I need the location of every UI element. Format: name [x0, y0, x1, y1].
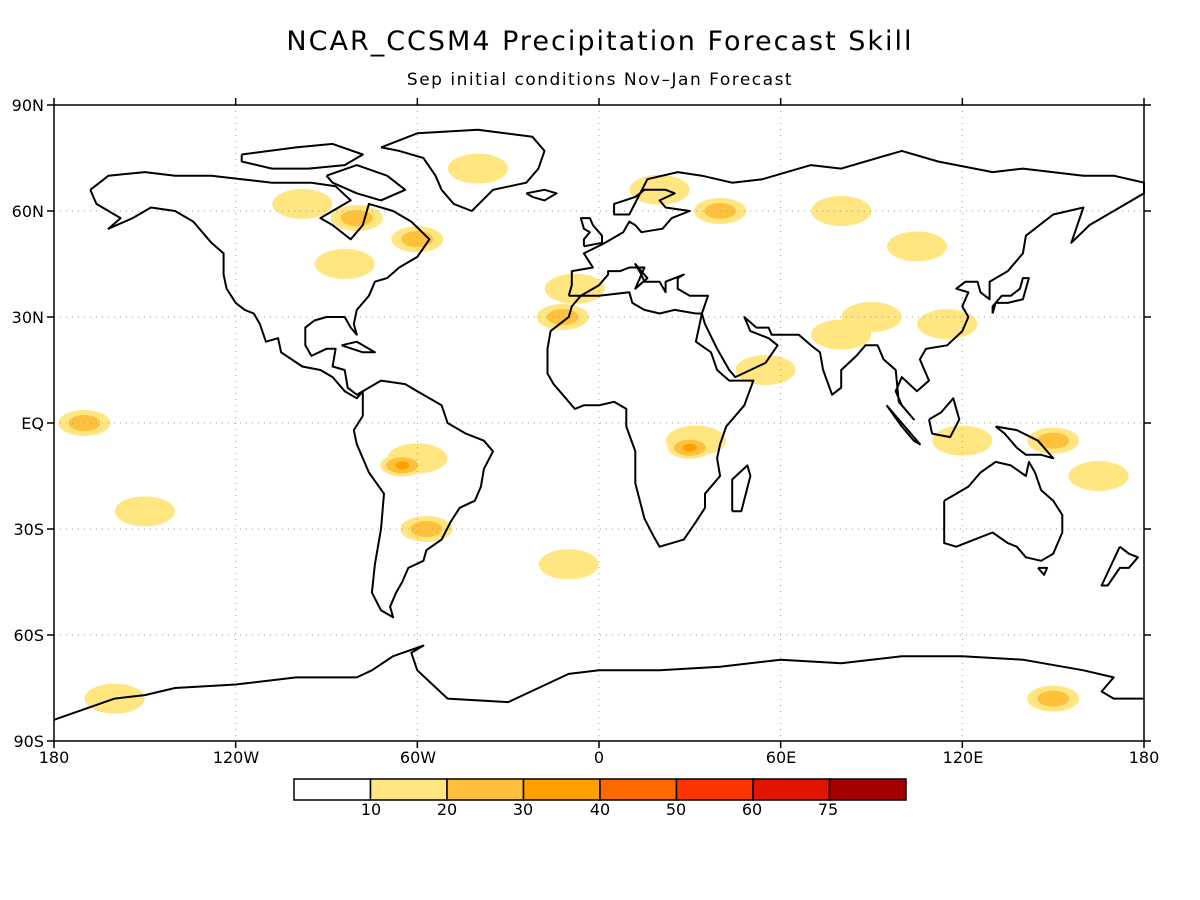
- colorbar-swatch-1: [369, 778, 448, 801]
- lon-label-60e: 60E: [765, 748, 797, 767]
- coastline-cuba: [341, 340, 376, 354]
- coastline-eurasia: [567, 149, 1145, 421]
- skill-peak-18: [395, 461, 410, 470]
- lat-label-90s: 90S: [13, 732, 44, 751]
- coastline-new-zealand: [1100, 545, 1139, 587]
- coastline-africa: [546, 291, 755, 548]
- colorbar-label-60: 60: [741, 800, 763, 819]
- coastline-greenland: [380, 128, 546, 212]
- coastline-madagascar: [731, 464, 752, 513]
- colorbar-label-30: 30: [512, 800, 534, 819]
- coastline-arctic-islands: [240, 142, 364, 170]
- graticule: [54, 105, 1144, 741]
- lat-label-60n: 60N: [11, 202, 44, 221]
- coastline-sumatra: [885, 404, 921, 446]
- colorbar-label-50: 50: [665, 800, 687, 819]
- coastline-iceland: [525, 188, 558, 202]
- colorbar-swatch-2: [446, 778, 525, 801]
- skill-core-15: [1037, 432, 1070, 449]
- skill-region-16: [1068, 461, 1129, 491]
- colorbar-swatch-6: [752, 778, 831, 801]
- coastline-north-america: [89, 171, 431, 400]
- skill-region-2: [314, 249, 375, 279]
- skill-region-0: [272, 188, 333, 219]
- skill-region-20: [538, 549, 599, 580]
- coastline-australia: [943, 460, 1064, 562]
- axis-ticks: [47, 98, 1151, 748]
- colorbar-label-10: 10: [360, 800, 382, 819]
- skill-region-27: [841, 302, 902, 332]
- colorbar-label-20: 20: [436, 800, 458, 819]
- lat-label-30s: 30S: [13, 520, 44, 539]
- colorbar: [293, 778, 907, 801]
- lon-label-180e: 180: [1128, 748, 1160, 767]
- colorbar-swatch-4: [599, 778, 678, 801]
- colorbar-label-40: 40: [589, 800, 611, 819]
- lat-label-90n: 90N: [11, 96, 44, 115]
- skill-region-25: [811, 196, 872, 226]
- coastline-borneo: [928, 397, 961, 439]
- colorbar-swatch-7: [828, 778, 907, 801]
- lon-label-60w: 60W: [399, 748, 437, 767]
- skill-core-24: [1037, 690, 1070, 707]
- coastline-south-america: [352, 379, 494, 619]
- lat-label-30n: 30N: [11, 308, 44, 327]
- skill-shading: [58, 153, 1129, 714]
- coastline-japan: [991, 277, 1030, 314]
- map-subtitle: Sep initial conditions Nov–Jan Forecast: [406, 70, 794, 90]
- colorbar-label-75: 75: [817, 800, 839, 819]
- coastline-antarctica: [53, 644, 1144, 721]
- skill-region-13: [917, 309, 978, 340]
- colorbar-swatch-3: [522, 778, 601, 801]
- skill-core-1: [340, 210, 373, 227]
- lon-label-120e: 120E: [942, 748, 984, 767]
- coastline-new-guinea: [994, 425, 1055, 460]
- colorbar-swatch-0: [293, 778, 372, 801]
- skill-region-22: [114, 496, 175, 527]
- colorbar-swatch-5: [675, 778, 754, 801]
- skill-peak-10: [682, 443, 697, 452]
- skill-region-14: [932, 425, 993, 456]
- coastline-tasmania: [1037, 566, 1049, 576]
- skill-region-26: [886, 231, 947, 262]
- skill-region-4: [447, 153, 508, 184]
- coastline-british-isles: [579, 217, 603, 248]
- lat-label-60s: 60S: [13, 626, 44, 645]
- lon-label-180w: 180: [38, 748, 70, 767]
- map-title: NCAR_CCSM4 Precipitation Forecast Skill: [286, 26, 914, 57]
- coastline-baffin-island: [325, 164, 407, 202]
- coastlines: [53, 128, 1145, 721]
- lon-label-120w: 120W: [212, 748, 260, 767]
- skill-region-11: [735, 355, 796, 385]
- lon-label-0: 0: [593, 748, 605, 767]
- lat-label-eq: EQ: [21, 414, 44, 433]
- skill-region-7: [544, 273, 605, 304]
